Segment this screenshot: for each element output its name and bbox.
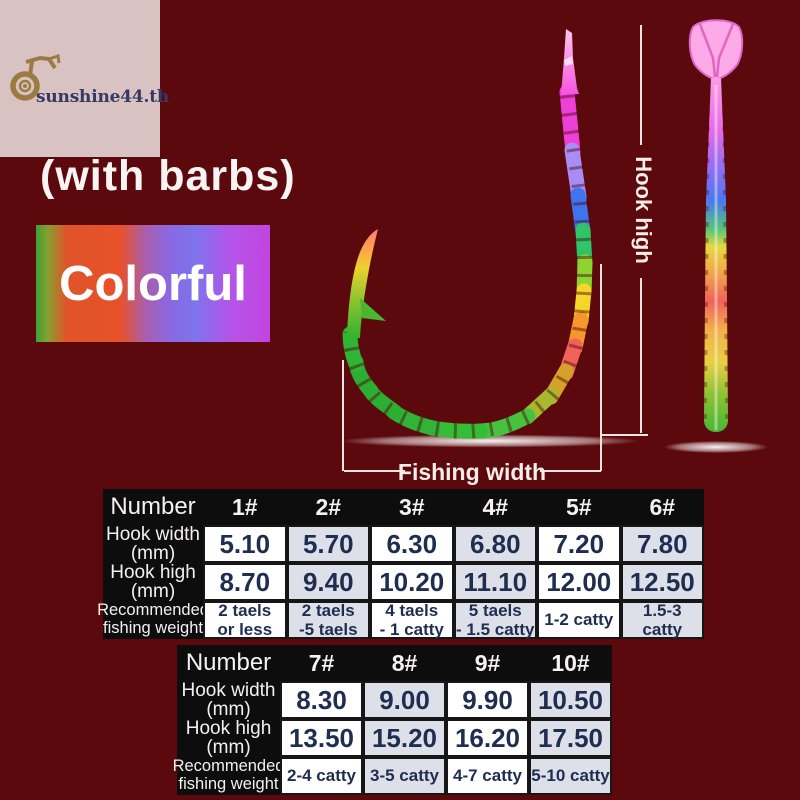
table1-cell: 9.40 — [286, 563, 370, 601]
table1-cell: 1.5-3 catty — [620, 601, 704, 639]
table1-cell: 1-2 catty — [537, 601, 621, 639]
table2-header-size: 9# — [446, 645, 529, 681]
table1-cell: 6.30 — [370, 525, 454, 563]
table2-cell: 2-4 catty — [280, 757, 363, 795]
hook-high-label: Hook high — [631, 156, 656, 264]
table1-header-size: 2# — [286, 489, 370, 525]
table1-cell: 7.80 — [620, 525, 704, 563]
table2-row-label: Hook width (mm) — [177, 680, 280, 719]
rainbow-shaft-graphic — [688, 19, 744, 432]
table1-row-label: Recommended fishing weight — [97, 601, 209, 639]
table2-cell: 4-7 catty — [446, 757, 529, 795]
table2-cell: 9.00 — [363, 681, 446, 719]
table2-cell: 3-5 catty — [363, 757, 446, 795]
with-barbs-label: (with barbs) — [40, 152, 296, 200]
table2-row-label: Recommended fishing weight — [172, 757, 285, 795]
table1-header-size: 6# — [620, 489, 704, 525]
barb-spike — [360, 298, 386, 321]
table1-cell: 10.20 — [370, 563, 454, 601]
table1-row-label: Hook high (mm) — [103, 562, 203, 601]
table2-cell: 17.50 — [529, 719, 612, 757]
table1-cell: 8.70 — [203, 563, 287, 601]
colorful-label: Colorful — [59, 256, 247, 311]
fishing-width-label: Fishing width — [398, 459, 546, 485]
table2-header-number: Number — [177, 645, 280, 681]
table2-cell: 8.30 — [280, 681, 363, 719]
table1-cell: 5.10 — [203, 525, 287, 563]
table1-cell: 12.50 — [620, 563, 704, 601]
table1-row-label: Hook width (mm) — [103, 524, 203, 563]
table1-cell: 11.10 — [453, 563, 537, 601]
measure-lines — [342, 25, 648, 472]
table1-cell: 2 taels or less — [203, 601, 287, 639]
colorful-banner: Colorful — [36, 225, 270, 342]
watermark-text: sunshine44.th — [36, 87, 170, 107]
table2-cell: 10.50 — [529, 681, 612, 719]
fishing-reel-icon — [10, 54, 61, 101]
spec-table-sizes-1-6: Number 1# 2# 3# 4# 5# 6# Hook width (mm)… — [97, 489, 704, 639]
rainbow-hook-graphic — [342, 29, 593, 439]
table1-cell: 5 taels - 1.5 catty — [453, 601, 537, 639]
spec-table-sizes-7-10: Number 7# 8# 9# 10# Hook width (mm) 8.30… — [172, 645, 612, 795]
table2-cell: 13.50 — [280, 719, 363, 757]
table2-cell: 5-10 catty — [529, 757, 612, 795]
table1-header-size: 4# — [453, 489, 537, 525]
table1-cell: 12.00 — [537, 563, 621, 601]
hook-shadow — [340, 434, 640, 448]
table2-cell: 9.90 — [446, 681, 529, 719]
table2-cell: 16.20 — [446, 719, 529, 757]
table2-header-size: 7# — [280, 645, 363, 681]
table1-header-size: 1# — [203, 489, 287, 525]
table1-header-size: 5# — [537, 489, 621, 525]
watermark-badge: sunshine44.th — [0, 0, 169, 157]
table1-cell: 4 taels - 1 catty — [370, 601, 454, 639]
table2-header-size: 8# — [363, 645, 446, 681]
table1-cell: 7.20 — [537, 525, 621, 563]
table2-header-size: 10# — [529, 645, 612, 681]
table2-row-label: Hook high (mm) — [177, 718, 280, 757]
shaft-shadow — [664, 441, 768, 453]
table1-cell: 2 taels -5 taels — [286, 601, 370, 639]
table1-header-number: Number — [103, 489, 203, 525]
table1-cell: 6.80 — [453, 525, 537, 563]
table1-header-size: 3# — [370, 489, 454, 525]
table2-cell: 15.20 — [363, 719, 446, 757]
table1-cell: 5.70 — [286, 525, 370, 563]
